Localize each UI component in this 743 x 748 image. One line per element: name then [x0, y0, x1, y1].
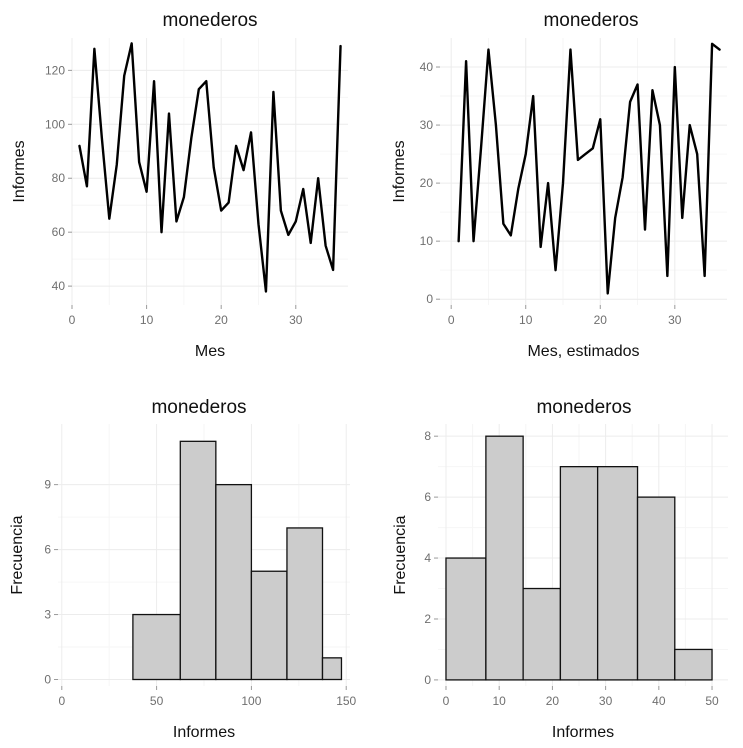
x-tick-label: 0	[443, 694, 450, 708]
x-axis-label: Informes	[552, 724, 614, 741]
y-tick-label: 40	[52, 279, 66, 293]
y-axis-label: Frecuencia	[9, 515, 26, 594]
x-tick-label: 20	[594, 313, 608, 327]
y-tick-label: 6	[44, 543, 51, 557]
chart-title: monederos	[151, 397, 246, 418]
y-tick-label: 2	[424, 612, 431, 626]
chart-title: monederos	[536, 397, 631, 418]
x-tick-label: 10	[140, 313, 154, 327]
x-tick-label: 30	[599, 694, 613, 708]
x-tick-label: 20	[546, 694, 560, 708]
x-tick-label: 50	[150, 694, 164, 708]
x-tick-label: 30	[289, 313, 303, 327]
y-tick-label: 80	[52, 171, 66, 185]
x-tick-label: 10	[493, 694, 507, 708]
chart-title: monederos	[162, 10, 257, 31]
chart-panel-1: 0 10 20 30 40 60 80 100 120 monederos Mes Informes	[11, 10, 348, 360]
chart-panel-4: 0 10 20 30 40 50 0 2 4 6 8 monederos Informes Frecuen…	[392, 397, 728, 741]
y-tick-label: 4	[424, 551, 431, 565]
x-tick-label: 0	[58, 694, 65, 708]
bar	[674, 648, 713, 681]
x-tick-label: 30	[668, 313, 682, 327]
series-line	[78, 42, 342, 293]
y-tick-label: 6	[424, 490, 431, 504]
y-axis-label: Frecuencia	[392, 515, 409, 594]
bar	[445, 557, 487, 681]
y-axis-label: Informes	[391, 140, 408, 202]
bar	[321, 657, 343, 681]
bar	[596, 466, 639, 681]
x-axis-label: Informes	[173, 724, 235, 741]
y-tick-label: 0	[424, 673, 431, 687]
y-tick-label: 8	[424, 429, 431, 443]
y-tick-label: 0	[44, 673, 51, 687]
x-axis-label: Mes	[195, 343, 225, 360]
chart-title: monederos	[543, 10, 638, 31]
bar	[250, 570, 288, 681]
x-tick-label: 0	[448, 313, 455, 327]
bar	[559, 466, 599, 681]
chart-panel-3: 0 50 100 150 0 3 6 9 monederos Informes Frecuencia	[9, 397, 357, 741]
bar	[179, 440, 217, 681]
x-tick-label: 150	[336, 694, 356, 708]
bar	[215, 483, 253, 681]
y-tick-label: 9	[44, 478, 51, 492]
y-tick-label: 60	[52, 225, 66, 239]
x-axis-label: Mes, estimados	[527, 343, 639, 360]
x-tick-label: 100	[241, 694, 261, 708]
x-tick-label: 10	[519, 313, 533, 327]
bar	[485, 435, 524, 681]
y-tick-label: 120	[45, 63, 65, 77]
bar	[286, 527, 324, 681]
x-tick-label: 20	[215, 313, 229, 327]
bar	[636, 496, 676, 681]
y-tick-label: 40	[420, 60, 434, 74]
y-tick-label: 30	[420, 118, 434, 132]
chart-panel-2: 0 10 20 30 0 10 20 30 40 monederos Mes, estimados I…	[391, 10, 727, 360]
x-tick-label: 40	[652, 694, 666, 708]
y-tick-label: 3	[44, 608, 51, 622]
x-tick-label: 0	[69, 313, 76, 327]
series-line	[457, 42, 721, 295]
y-tick-label: 10	[420, 234, 434, 248]
y-tick-label: 20	[420, 176, 434, 190]
y-axis-label: Informes	[11, 140, 28, 202]
y-tick-label: 0	[426, 292, 433, 306]
y-tick-label: 100	[45, 117, 65, 131]
bar	[132, 613, 181, 681]
x-tick-label: 50	[705, 694, 719, 708]
bar	[522, 587, 562, 681]
